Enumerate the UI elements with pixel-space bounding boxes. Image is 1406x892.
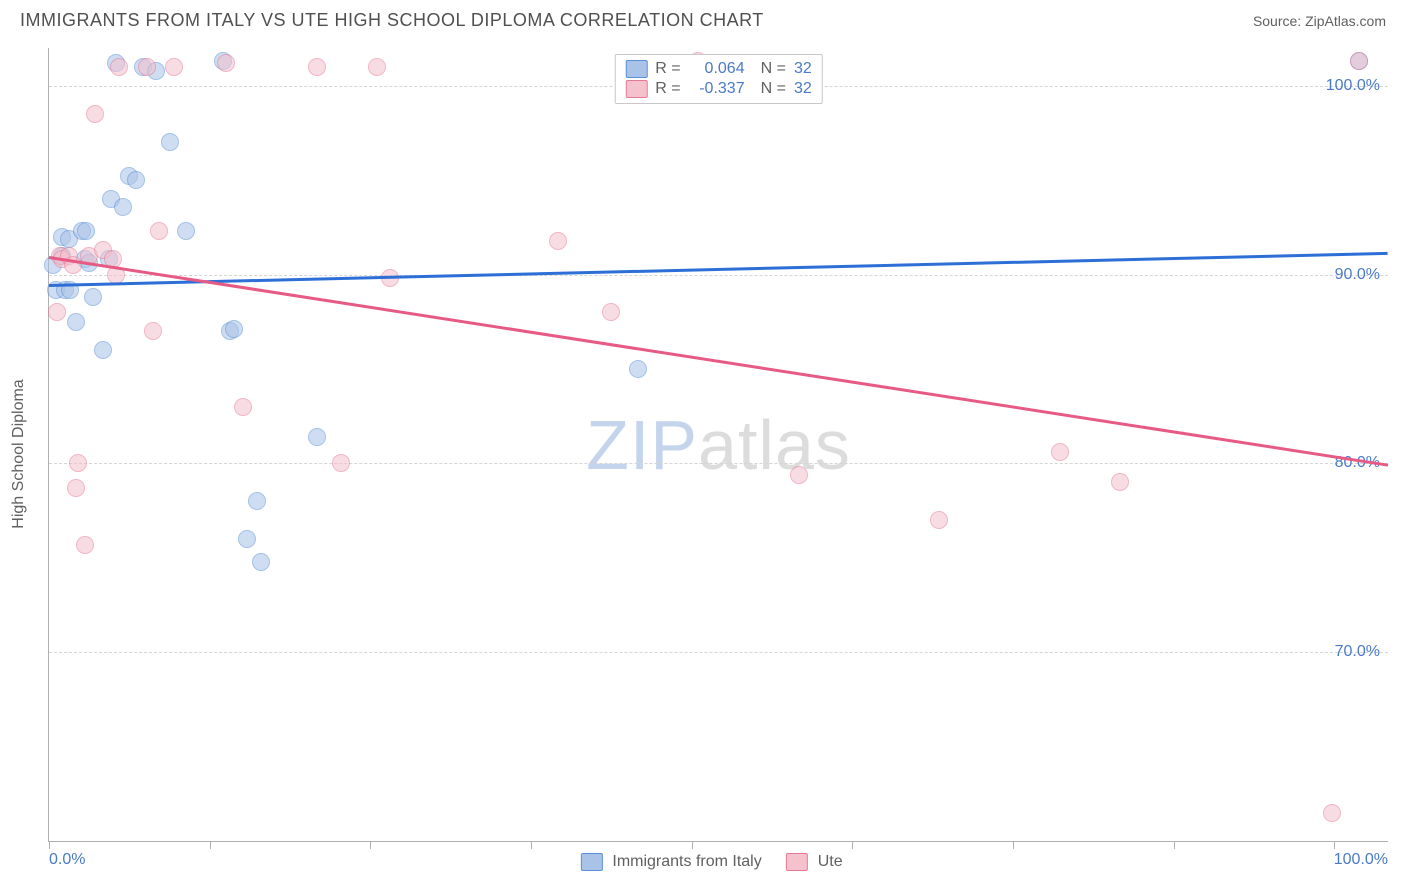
watermark-atlas: atlas	[698, 406, 851, 484]
legend-r-value: 0.064	[689, 60, 745, 78]
x-axis-label: 0.0%	[49, 851, 85, 869]
x-tick	[210, 841, 211, 849]
data-point-italy	[127, 171, 145, 189]
data-point-ute	[217, 54, 235, 72]
data-point-italy	[114, 198, 132, 216]
data-point-ute	[138, 58, 156, 76]
data-point-ute	[76, 536, 94, 554]
chart-header: IMMIGRANTS FROM ITALY VS UTE HIGH SCHOOL…	[0, 0, 1406, 39]
x-tick	[692, 841, 693, 849]
data-point-ute	[1350, 52, 1368, 70]
y-axis-title: High School Diploma	[10, 379, 28, 528]
data-point-italy	[225, 320, 243, 338]
data-point-italy	[252, 553, 270, 571]
data-point-italy	[629, 360, 647, 378]
data-point-italy	[67, 313, 85, 331]
data-point-ute	[1111, 473, 1129, 491]
data-point-italy	[77, 222, 95, 240]
gridline	[49, 652, 1388, 653]
data-point-ute	[86, 105, 104, 123]
y-tick-label: 70.0%	[1335, 643, 1380, 661]
trend-line	[49, 256, 1388, 467]
legend-label-ute: Ute	[818, 853, 843, 871]
data-point-italy	[84, 288, 102, 306]
legend-stats: R = 0.064 N = 32 R = -0.337 N = 32	[614, 54, 822, 104]
data-point-ute	[790, 466, 808, 484]
legend-swatch-italy-icon	[580, 853, 602, 871]
data-point-ute	[234, 398, 252, 416]
data-point-ute	[930, 511, 948, 529]
x-tick	[1334, 841, 1335, 849]
data-point-italy	[308, 428, 326, 446]
data-point-ute	[144, 322, 162, 340]
legend-r-label: R =	[655, 80, 680, 98]
legend-r-label: R =	[655, 60, 680, 78]
data-point-italy	[94, 341, 112, 359]
data-point-italy	[238, 530, 256, 548]
legend-swatch-ute-icon	[625, 80, 647, 98]
data-point-ute	[368, 58, 386, 76]
data-point-ute	[110, 58, 128, 76]
y-tick-label: 100.0%	[1326, 77, 1380, 95]
legend-r-value: -0.337	[689, 80, 745, 98]
x-tick	[1174, 841, 1175, 849]
chart-title: IMMIGRANTS FROM ITALY VS UTE HIGH SCHOOL…	[20, 10, 764, 31]
x-axis-label: 100.0%	[1334, 851, 1388, 869]
legend-n-value: 32	[794, 60, 812, 78]
x-tick	[370, 841, 371, 849]
legend-n-value: 32	[794, 80, 812, 98]
data-point-ute	[150, 222, 168, 240]
legend-label-italy: Immigrants from Italy	[612, 853, 761, 871]
gridline	[49, 275, 1388, 276]
chart-source: Source: ZipAtlas.com	[1253, 13, 1386, 29]
data-point-ute	[1323, 804, 1341, 822]
legend-stats-row-ute: R = -0.337 N = 32	[625, 79, 811, 99]
x-tick	[1013, 841, 1014, 849]
x-tick	[49, 841, 50, 849]
gridline	[49, 463, 1388, 464]
chart-container: ZIPatlas High School Diploma 70.0%80.0%9…	[48, 48, 1388, 842]
x-tick	[531, 841, 532, 849]
x-tick	[852, 841, 853, 849]
data-point-ute	[165, 58, 183, 76]
legend-series: Immigrants from Italy Ute	[580, 853, 856, 871]
legend-n-label: N =	[761, 80, 786, 98]
data-point-ute	[332, 454, 350, 472]
y-tick-label: 90.0%	[1335, 266, 1380, 284]
legend-swatch-ute-icon	[786, 853, 808, 871]
legend-stats-row-italy: R = 0.064 N = 32	[625, 59, 811, 79]
watermark-zip: ZIP	[586, 406, 698, 484]
data-point-ute	[69, 454, 87, 472]
data-point-italy	[161, 133, 179, 151]
watermark: ZIPatlas	[586, 405, 851, 485]
data-point-italy	[248, 492, 266, 510]
trend-line	[49, 252, 1388, 287]
data-point-ute	[1051, 443, 1069, 461]
plot-area: ZIPatlas High School Diploma 70.0%80.0%9…	[48, 48, 1388, 842]
data-point-ute	[67, 479, 85, 497]
data-point-ute	[308, 58, 326, 76]
data-point-ute	[549, 232, 567, 250]
data-point-ute	[48, 303, 66, 321]
data-point-ute	[602, 303, 620, 321]
data-point-italy	[177, 222, 195, 240]
legend-swatch-italy-icon	[625, 60, 647, 78]
legend-n-label: N =	[761, 60, 786, 78]
